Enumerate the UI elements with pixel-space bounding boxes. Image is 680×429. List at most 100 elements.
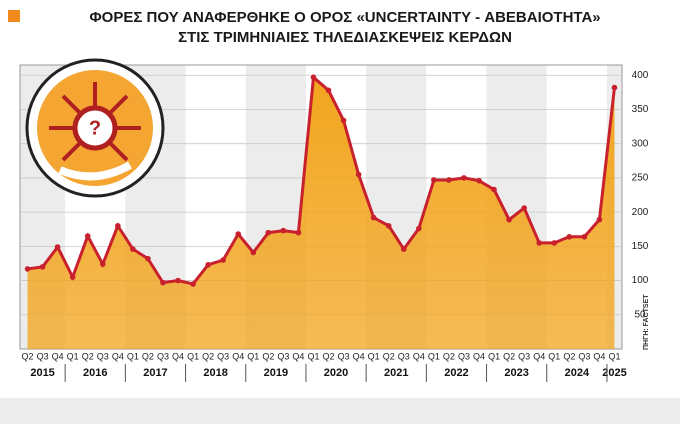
x-tick-label: Q3 xyxy=(338,351,350,361)
x-tick-label: Q3 xyxy=(37,351,49,361)
y-tick-label: 350 xyxy=(632,104,649,115)
point xyxy=(385,223,392,229)
point xyxy=(130,246,136,252)
point xyxy=(446,177,452,183)
year-label: 2021 xyxy=(384,367,408,379)
illustration: ? xyxy=(25,58,165,198)
x-tick-label: Q4 xyxy=(232,351,244,361)
x-tick-label: Q1 xyxy=(488,351,500,361)
point xyxy=(416,225,422,232)
x-tick-label: Q4 xyxy=(533,351,545,361)
x-tick-label: Q1 xyxy=(67,351,79,361)
x-tick-label: Q1 xyxy=(247,351,259,361)
point xyxy=(611,84,618,91)
point xyxy=(250,249,257,256)
year-label: 2016 xyxy=(83,367,107,379)
year-label: 2017 xyxy=(143,367,167,379)
point xyxy=(461,175,467,181)
point xyxy=(566,233,573,240)
x-tick-label: Q3 xyxy=(217,351,229,361)
footer-band xyxy=(0,398,680,424)
x-tick-label: Q1 xyxy=(608,351,620,361)
y-tick-label: 400 xyxy=(632,70,649,81)
x-tick-label: Q1 xyxy=(187,351,199,361)
point xyxy=(69,274,76,280)
x-tick-label: Q3 xyxy=(398,351,410,361)
year-label: 2015 xyxy=(30,367,54,379)
point xyxy=(310,74,317,81)
x-tick-label: Q2 xyxy=(142,351,154,361)
point xyxy=(596,216,603,223)
point xyxy=(160,279,166,286)
x-tick-label: Q4 xyxy=(593,351,605,361)
year-label: 2023 xyxy=(504,367,528,379)
year-label: 2024 xyxy=(565,367,590,379)
x-tick-label: Q1 xyxy=(307,351,319,361)
point xyxy=(54,244,61,250)
x-tick-label: Q4 xyxy=(353,351,365,361)
point xyxy=(220,257,226,263)
point xyxy=(145,255,151,262)
x-tick-label: Q4 xyxy=(473,351,485,361)
x-tick-label: Q2 xyxy=(503,351,515,361)
point xyxy=(551,240,558,246)
point xyxy=(325,87,332,94)
x-tick-label: Q1 xyxy=(548,351,560,361)
x-tick-label: Q3 xyxy=(97,351,109,361)
point xyxy=(295,229,302,236)
year-label: 2025 xyxy=(602,367,626,379)
y-tick-label: 50 xyxy=(634,309,646,320)
y-tick-label: 150 xyxy=(632,241,649,252)
x-tick-label: Q2 xyxy=(22,351,34,361)
year-label: 2022 xyxy=(444,367,468,379)
point xyxy=(205,262,211,268)
year-label: 2019 xyxy=(264,367,288,379)
point xyxy=(400,246,407,252)
chart-title: ΦΟΡΕΣ ΠΟΥ ΑΝΑΦΕΡΘΗΚΕ Ο ΟΡΟΣ «UNCERTAINTY… xyxy=(89,9,600,26)
x-tick-label: Q4 xyxy=(172,351,184,361)
x-tick-label: Q4 xyxy=(112,351,124,361)
x-tick-label: Q1 xyxy=(127,351,139,361)
point xyxy=(265,229,272,236)
point xyxy=(24,266,31,272)
y-tick-label: 200 xyxy=(632,207,649,218)
point xyxy=(280,227,287,234)
x-tick-label: Q2 xyxy=(443,351,455,361)
x-tick-label: Q2 xyxy=(383,351,395,361)
x-tick-label: Q1 xyxy=(428,351,440,361)
line xyxy=(27,74,616,286)
point xyxy=(115,223,121,229)
x-tick-label: Q2 xyxy=(82,351,94,361)
title-icon xyxy=(8,10,20,22)
year-label: 2018 xyxy=(203,367,227,379)
point xyxy=(370,214,377,221)
x-tick-label: Q3 xyxy=(277,351,289,361)
point xyxy=(506,216,512,223)
x-tick-label: Q3 xyxy=(458,351,470,361)
x-tick-label: Q1 xyxy=(368,351,380,361)
year-label: 2020 xyxy=(324,367,348,379)
point xyxy=(99,261,106,267)
chart-subtitle: ΣΤΙΣ ΤΡΙΜΗΝΙΑΙΕΣ ΤΗΛΕΔΙΑΣΚΕΨΕΙΣ ΚΕΡΔΩΝ xyxy=(178,29,512,46)
source-note: ΠΗΓΗ: FACTSET xyxy=(643,294,650,350)
x-tick-label: Q3 xyxy=(518,351,530,361)
x-tick-label: Q4 xyxy=(413,351,425,361)
point xyxy=(536,240,543,246)
point xyxy=(175,277,181,284)
point xyxy=(355,171,362,178)
x-tick-label: Q3 xyxy=(157,351,169,361)
x-tick-label: Q4 xyxy=(52,351,64,361)
point xyxy=(84,233,91,239)
point xyxy=(340,117,347,124)
y-tick-label: 100 xyxy=(632,275,649,286)
point xyxy=(491,186,497,193)
point xyxy=(190,281,196,287)
point xyxy=(39,264,46,270)
y-tick-label: 250 xyxy=(632,173,649,184)
point xyxy=(581,233,588,240)
point xyxy=(521,205,527,211)
point xyxy=(431,177,437,183)
x-tick-label: Q2 xyxy=(202,351,214,361)
svg-text:?: ? xyxy=(89,117,101,139)
